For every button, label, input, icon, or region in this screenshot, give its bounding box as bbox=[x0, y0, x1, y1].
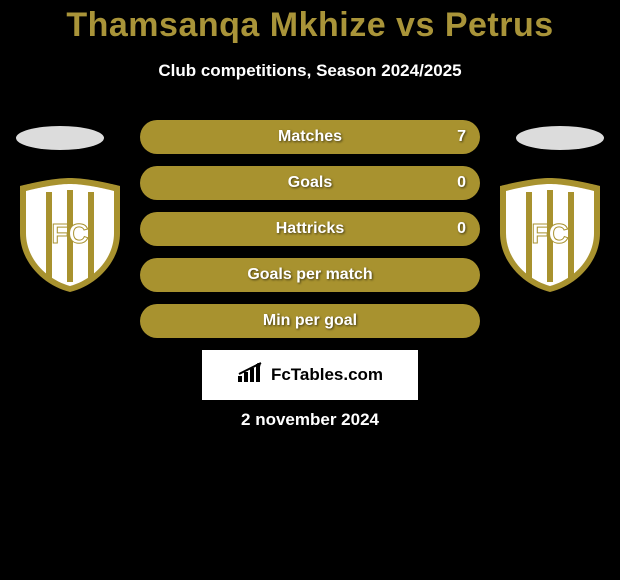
bar-chart-icon bbox=[237, 362, 265, 389]
stat-row: Goals 0 bbox=[140, 166, 480, 200]
stat-value-right: 0 bbox=[457, 220, 466, 238]
player-right-placeholder bbox=[516, 126, 604, 150]
brand-logo-box: FcTables.com bbox=[202, 350, 418, 400]
svg-text:FC: FC bbox=[51, 218, 88, 249]
stat-label: Matches bbox=[278, 128, 342, 146]
club-badge-left: FC bbox=[20, 178, 120, 292]
brand-name: FcTables.com bbox=[271, 365, 383, 385]
comparison-subtitle: Club competitions, Season 2024/2025 bbox=[0, 61, 620, 81]
player-left-placeholder bbox=[16, 126, 104, 150]
stat-label: Min per goal bbox=[263, 312, 357, 330]
stat-row: Goals per match bbox=[140, 258, 480, 292]
stat-label: Goals per match bbox=[247, 266, 372, 284]
stat-value-right: 0 bbox=[457, 174, 466, 192]
svg-text:FC: FC bbox=[531, 218, 568, 249]
stats-container: Matches 7 Goals 0 Hattricks 0 Goals per … bbox=[140, 120, 480, 350]
stat-row: Min per goal bbox=[140, 304, 480, 338]
comparison-title: Thamsanqa Mkhize vs Petrus bbox=[0, 0, 620, 45]
footer-date: 2 november 2024 bbox=[0, 410, 620, 430]
stat-row: Matches 7 bbox=[140, 120, 480, 154]
stat-label: Hattricks bbox=[276, 220, 344, 238]
stat-label: Goals bbox=[288, 174, 332, 192]
stat-value-right: 7 bbox=[457, 128, 466, 146]
club-badge-right: FC bbox=[500, 178, 600, 292]
stat-row: Hattricks 0 bbox=[140, 212, 480, 246]
